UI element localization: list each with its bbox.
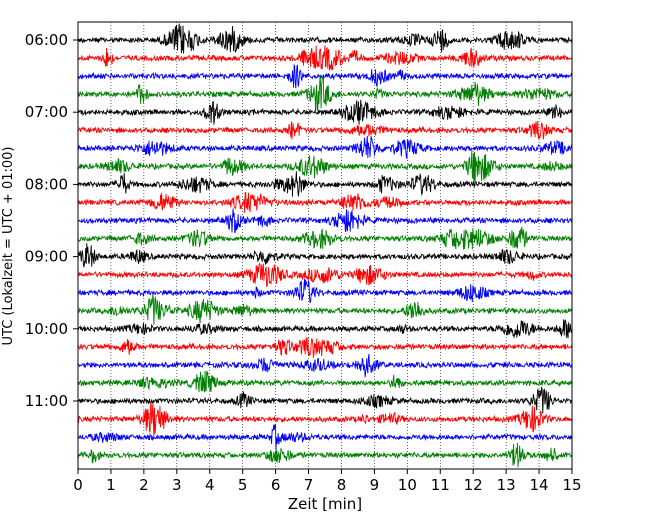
trace-0900 bbox=[77, 243, 573, 268]
x-tick-label: 7 bbox=[304, 476, 314, 494]
y-tick-label: 10:00 bbox=[25, 320, 68, 338]
trace-0815 bbox=[77, 191, 572, 213]
x-tick-label: 5 bbox=[238, 476, 248, 494]
seismic-traces bbox=[77, 23, 573, 468]
x-tick-label: 11 bbox=[431, 476, 450, 494]
x-tick-label: 13 bbox=[497, 476, 516, 494]
trace-0845 bbox=[77, 226, 573, 250]
trace-0915 bbox=[77, 262, 573, 287]
y-tick-label: 11:00 bbox=[25, 392, 68, 410]
trace-0800 bbox=[77, 171, 573, 197]
x-axis: 0 1 2 3 4 5 6 7 8 9 10 11 12 13 14 15 bbox=[73, 469, 582, 494]
y-axis: 06:00 07:00 08:00 09:00 10:00 11:00 bbox=[25, 31, 78, 410]
y-tick-label: 08:00 bbox=[25, 175, 68, 193]
x-tick-label: 15 bbox=[562, 476, 581, 494]
trace-0630 bbox=[77, 63, 573, 89]
y-axis-label: UTC (Lokalzeit = UTC + 01:00) bbox=[1, 147, 16, 346]
trace-1030 bbox=[77, 353, 573, 378]
trace-1000 bbox=[77, 319, 573, 339]
trace-0715 bbox=[77, 121, 573, 140]
x-tick-label: 0 bbox=[73, 476, 83, 494]
x-tick-label: 9 bbox=[370, 476, 380, 494]
trace-0930 bbox=[77, 278, 573, 304]
trace-0645 bbox=[77, 75, 573, 111]
trace-0700 bbox=[77, 99, 573, 125]
x-tick-label: 4 bbox=[205, 476, 215, 494]
trace-0615 bbox=[77, 45, 573, 71]
trace-0830 bbox=[77, 208, 573, 234]
y-tick-label: 07:00 bbox=[25, 103, 68, 121]
x-axis-label: Zeit [min] bbox=[288, 495, 362, 513]
trace-1015 bbox=[77, 337, 573, 358]
trace-0600 bbox=[77, 23, 573, 54]
x-tick-label: 2 bbox=[139, 476, 149, 494]
trace-1145 bbox=[77, 442, 573, 468]
trace-1045 bbox=[77, 370, 572, 393]
x-tick-label: 12 bbox=[464, 476, 483, 494]
x-tick-label: 3 bbox=[172, 476, 182, 494]
trace-0730 bbox=[77, 135, 573, 160]
grid-lines bbox=[110, 22, 540, 469]
trace-1100 bbox=[77, 386, 573, 414]
x-tick-label: 8 bbox=[337, 476, 347, 494]
trace-0745 bbox=[77, 149, 573, 187]
y-tick-label: 09:00 bbox=[25, 248, 68, 266]
y-tick-label: 06:00 bbox=[25, 31, 68, 49]
x-tick-label: 14 bbox=[530, 476, 549, 494]
x-tick-label: 6 bbox=[271, 476, 281, 494]
x-tick-label: 10 bbox=[398, 476, 417, 494]
trace-1130 bbox=[77, 423, 573, 451]
x-tick-label: 1 bbox=[106, 476, 116, 494]
trace-0945 bbox=[77, 294, 573, 325]
trace-1115 bbox=[77, 401, 573, 437]
plot-frame bbox=[77, 21, 573, 470]
